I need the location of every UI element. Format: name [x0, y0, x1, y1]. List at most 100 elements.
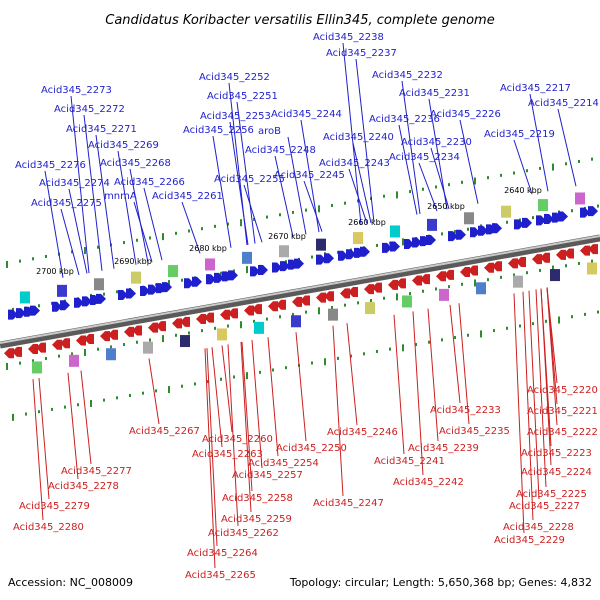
leader-line — [540, 288, 552, 466]
reverse-gene-arrow — [196, 314, 206, 325]
reverse-gene-arrow — [244, 305, 254, 316]
leader-line — [236, 101, 256, 244]
scale-tick — [168, 386, 170, 394]
reverse-gene-label: Acid345_2263 — [192, 449, 263, 460]
scale-tick — [240, 321, 242, 329]
forward-gene-arrow — [162, 282, 172, 293]
forward-gene-label: Acid345_2238 — [313, 32, 384, 43]
scale-tick — [474, 279, 476, 287]
forward-gene-label: Acid345_2275 — [31, 198, 102, 209]
scale-tick — [77, 403, 79, 407]
reverse-gene-arrow — [252, 304, 262, 315]
scale-tick — [71, 352, 73, 356]
forward-gene-arrow — [404, 238, 414, 249]
reverse-gene-arrow — [364, 284, 374, 295]
leader-line — [240, 342, 252, 513]
forward-gene-arrow — [126, 288, 136, 299]
reverse-gene-label: Acid345_2239 — [408, 443, 479, 454]
forward-gene-label: Acid345_2256 — [183, 125, 254, 136]
leader-line — [80, 370, 92, 465]
scale-tick — [532, 322, 534, 326]
scale-tick — [305, 310, 307, 314]
scale-tick — [188, 331, 190, 335]
leader-line — [449, 304, 461, 404]
leader-line — [427, 308, 439, 442]
reverse-gene-arrow — [156, 321, 166, 332]
leader-line — [346, 323, 358, 426]
scale-label: 2700 kbp — [36, 267, 74, 276]
scale-tick — [12, 413, 14, 421]
gene-block — [205, 258, 215, 271]
forward-gene-arrow — [8, 309, 18, 320]
reverse-gene-arrow — [76, 335, 86, 346]
scale-tick — [344, 303, 346, 307]
forward-gene-arrow — [148, 284, 158, 295]
leader-line — [355, 58, 375, 223]
forward-gene-arrow — [280, 261, 290, 272]
reverse-gene-label: Acid345_2257 — [232, 470, 303, 481]
reverse-gene-arrow — [100, 331, 110, 342]
reverse-gene-label: Acid345_2265 — [185, 570, 256, 581]
scale-tick — [58, 354, 60, 358]
leader-line — [342, 42, 362, 225]
scale-tick — [357, 301, 359, 305]
leader-line — [459, 119, 479, 204]
scale-tick — [97, 245, 99, 249]
leader-line — [535, 289, 547, 488]
gene-block — [365, 302, 375, 315]
reverse-gene-arrow — [84, 334, 94, 345]
scale-tick — [38, 410, 40, 414]
reverse-gene-label: Acid345_2241 — [374, 456, 445, 467]
leader-line — [393, 314, 405, 455]
leader-line — [117, 150, 137, 265]
scale-tick — [422, 289, 424, 293]
leader-line — [38, 378, 50, 500]
gene-block — [464, 212, 474, 225]
scale-tick — [149, 236, 151, 240]
leader-line — [181, 201, 201, 254]
scale-tick — [227, 324, 229, 328]
scale-tick — [136, 340, 138, 344]
scale-tick — [526, 271, 528, 275]
forward-gene-arrow — [478, 225, 488, 236]
scale-tick — [474, 177, 476, 185]
leader-line — [522, 291, 534, 521]
scale-tick — [500, 275, 502, 279]
scale-tick — [435, 287, 437, 291]
gene-block — [20, 291, 30, 304]
reverse-gene-arrow — [36, 342, 46, 353]
scale-tick — [376, 243, 378, 247]
forward-gene-label: Acid345_2272 — [54, 104, 125, 115]
map-title: Candidatus Koribacter versatilis Ellin34… — [105, 13, 494, 28]
scale-tick — [84, 349, 86, 357]
leader-line — [295, 332, 307, 442]
forward-gene-label: Acid345_2268 — [100, 158, 171, 169]
scale-tick — [383, 194, 385, 198]
scale-tick — [376, 349, 378, 353]
leader-line — [129, 168, 149, 263]
leader-line — [241, 341, 253, 492]
reverse-gene-arrow — [588, 244, 598, 255]
scale-tick — [584, 312, 586, 316]
scale-tick — [383, 296, 385, 300]
forward-gene-arrow — [492, 223, 502, 234]
reverse-gene-arrow — [276, 299, 286, 310]
scale-tick — [233, 375, 235, 379]
scale-tick — [194, 382, 196, 386]
reverse-gene-arrow — [148, 322, 158, 333]
forward-gene-label: Acid345_2219 — [484, 129, 555, 140]
scale-tick — [272, 368, 274, 372]
scale-tick — [565, 264, 567, 268]
reverse-gene-label: Acid345_2220 — [527, 385, 598, 396]
reverse-gene-label: Acid345_2227 — [509, 501, 580, 512]
gene-block — [131, 271, 141, 284]
reverse-gene-arrow — [300, 295, 310, 306]
scale-tick — [201, 329, 203, 333]
forward-gene-arrow — [456, 229, 466, 240]
gene-block — [316, 238, 326, 251]
gene-block — [439, 288, 449, 301]
scale-labels: 2640 kbp 2650 kbp 2660 kbp 2670 kbp 2680 kbp… — [36, 186, 542, 276]
reverse-gene-arrow — [372, 282, 382, 293]
reverse-gene-label: Acid345_2277 — [61, 466, 132, 477]
scale-tick — [428, 340, 430, 344]
